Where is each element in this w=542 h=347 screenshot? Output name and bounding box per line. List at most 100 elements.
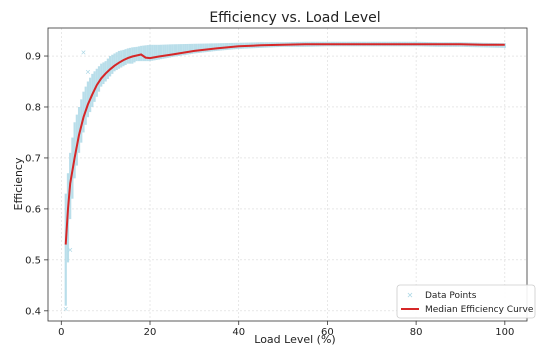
x-tick-label: 0: [58, 327, 64, 338]
data-point-column: [137, 46, 141, 62]
median-efficiency-line: [64, 43, 505, 245]
data-point-column: [73, 122, 76, 179]
data-point-column: [168, 44, 172, 58]
data-point-column: [208, 43, 211, 52]
data-point-column: [202, 43, 205, 53]
data-point-column: [75, 114, 78, 166]
data-point-column: [64, 193, 67, 306]
y-tick-label: 0.7: [25, 153, 41, 164]
data-point-column: [104, 61, 107, 82]
data-point-column: [157, 44, 160, 60]
data-point-column: [211, 43, 214, 52]
legend-label-median: Median Efficiency Curve: [425, 305, 534, 315]
y-tick-label: 0.6: [25, 204, 41, 215]
data-point-column: [95, 68, 98, 97]
data-point-column: [117, 50, 121, 69]
grid-lines: [48, 28, 527, 321]
legend-label-data-points: Data Points: [425, 291, 477, 301]
data-point-column: [113, 53, 116, 72]
data-point-column: [128, 47, 132, 64]
data-point-column: [86, 81, 90, 118]
y-axis-title: Efficiency: [12, 157, 25, 210]
data-point-column: [155, 44, 158, 60]
data-points-band: [64, 41, 506, 306]
data-point-column: [213, 43, 216, 52]
chart-title: Efficiency vs. Load Level: [209, 10, 380, 26]
data-point-column: [97, 66, 101, 92]
outlier-point: ✕: [63, 305, 69, 313]
data-point-column: [91, 73, 94, 107]
data-point-column: [175, 44, 178, 57]
y-tick-label: 0.8: [25, 102, 41, 113]
data-point-column: [135, 46, 138, 62]
data-point-column: [217, 43, 220, 51]
data-point-column: [171, 44, 174, 58]
data-point-column: [120, 50, 123, 68]
x-tick-label: 60: [321, 327, 334, 338]
outlier-points: ✕ ✕ ✕ ✕: [63, 49, 91, 313]
data-point-column: [84, 86, 87, 125]
data-point-column: [204, 43, 207, 53]
data-point-column: [89, 77, 92, 113]
data-point-column: [184, 44, 187, 55]
outlier-point: ✕: [85, 68, 91, 76]
outlier-point: ✕: [81, 49, 87, 57]
y-tick-label: 0.9: [25, 52, 41, 63]
data-point-column: [179, 44, 183, 56]
data-point-column: [164, 44, 167, 59]
y-tick-label: 0.4: [25, 306, 41, 317]
data-point-column: [193, 43, 196, 54]
data-point-column: [124, 49, 127, 65]
data-point-column: [503, 43, 506, 48]
data-point-column: [126, 48, 129, 64]
data-point-column: [182, 44, 185, 56]
plot-frame: [47, 27, 528, 322]
data-point-column: [148, 44, 152, 62]
data-point-column: [159, 44, 163, 60]
data-point-column: [177, 44, 180, 56]
data-point-column: [151, 44, 154, 61]
data-point-column: [100, 63, 103, 87]
data-point-column: [219, 43, 223, 51]
data-point-column: [197, 43, 200, 53]
legend: ✕ Data Points Median Efficiency Curve: [396, 284, 536, 319]
data-point-column: [77, 106, 81, 153]
data-point-column: [206, 43, 209, 52]
data-point-column: [102, 62, 105, 85]
x-tick-label: 100: [495, 327, 514, 338]
x-tick-label: 40: [232, 327, 245, 338]
y-axis-ticks: 0.4 0.5 0.6 0.7 0.8 0.9: [25, 52, 48, 317]
data-point-column: [93, 71, 96, 102]
data-point-column: [115, 52, 118, 71]
data-point-column: [133, 47, 136, 63]
legend-marker-data-points: ✕: [407, 291, 414, 300]
data-point-column: [215, 43, 218, 51]
data-point-column: [82, 91, 85, 133]
data-point-column: [199, 43, 203, 53]
data-point-column: [80, 99, 83, 143]
y-tick-label: 0.5: [25, 255, 41, 266]
data-point-column: [191, 43, 194, 54]
data-point-column: [166, 44, 169, 58]
legend-box: [396, 284, 536, 319]
x-tick-label: 80: [410, 327, 423, 338]
data-point-column: [142, 45, 145, 62]
x-tick-label: 20: [144, 327, 157, 338]
x-axis-ticks: 0 20 40 60 80 100: [58, 321, 514, 338]
data-point-column: [173, 44, 176, 57]
data-point-column: [188, 43, 192, 55]
data-point-column: [153, 44, 156, 61]
outlier-point: ✕: [67, 247, 73, 255]
data-point-column: [106, 58, 109, 79]
data-point-column: [222, 43, 225, 51]
x-axis-title: Load Level (%): [254, 333, 335, 346]
data-point-column: [122, 49, 125, 67]
data-point-column: [144, 45, 147, 62]
data-point-column: [186, 43, 189, 55]
data-point-column: [146, 45, 149, 62]
data-point-column: [162, 44, 165, 59]
data-point-column: [108, 56, 112, 77]
data-point-column: [195, 43, 198, 54]
data-point-column: [111, 54, 114, 74]
